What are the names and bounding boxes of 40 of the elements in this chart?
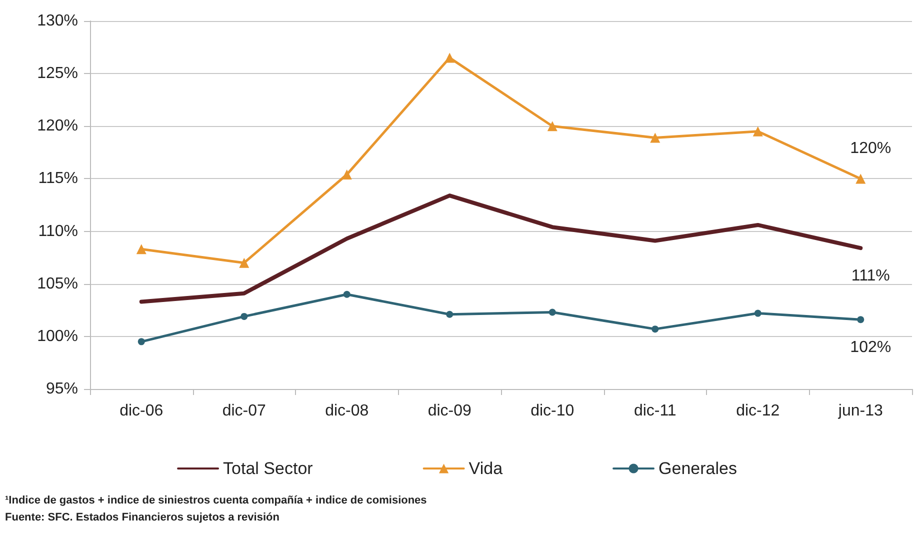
point xyxy=(856,174,866,184)
y-tick-label: 120% xyxy=(37,118,78,135)
point xyxy=(239,258,250,268)
y-tick-label: 105% xyxy=(37,275,78,292)
point xyxy=(547,121,558,132)
text: ¹Indice de gastos + indice de siniestros cuenta compañía + indice de comisiones xyxy=(5,494,427,506)
annotation: 111% xyxy=(851,268,890,285)
point xyxy=(446,310,454,318)
point xyxy=(240,312,248,320)
annotation: 102% xyxy=(850,339,892,356)
x-tick-label: dic-10 xyxy=(530,402,574,420)
x-tick-label: dic-09 xyxy=(428,402,472,420)
point xyxy=(548,308,556,316)
point xyxy=(342,170,352,180)
y-tick-label: 130% xyxy=(37,12,78,30)
legend-label: Total Sector xyxy=(223,459,314,478)
x-tick-label: dic-11 xyxy=(634,402,676,420)
point xyxy=(136,244,146,254)
source-note: Fuente: SFC. Estados Financieros sujetos a revisión xyxy=(5,512,280,524)
point xyxy=(138,338,145,346)
y-tick-label: 110% xyxy=(38,222,78,240)
y-tick-label: 115% xyxy=(38,170,78,188)
x-tick-label: jun-13 xyxy=(837,402,883,420)
x-tick-label: dic-06 xyxy=(120,402,164,420)
x-tick-label: dic-12 xyxy=(736,402,780,420)
point xyxy=(754,310,762,317)
point xyxy=(650,132,660,143)
y-tick-label: 125% xyxy=(37,65,78,82)
y-tick-label: 95% xyxy=(46,380,78,398)
legend-label: Vida xyxy=(468,459,504,478)
y-tick-label: 100% xyxy=(37,328,78,345)
legend-label: Generales xyxy=(658,459,737,478)
point xyxy=(857,316,864,324)
annotation: 120% xyxy=(850,140,892,158)
point xyxy=(444,52,455,63)
point xyxy=(752,126,763,136)
point xyxy=(652,326,659,333)
x-tick-label: dic-07 xyxy=(222,402,266,420)
x-tick-label: dic-08 xyxy=(325,402,369,420)
point xyxy=(343,290,350,298)
